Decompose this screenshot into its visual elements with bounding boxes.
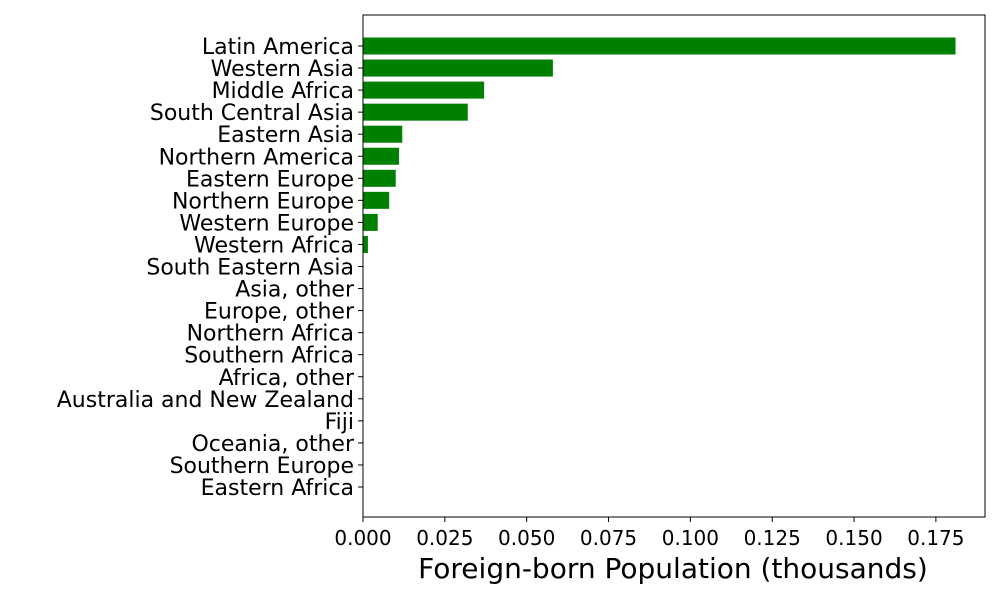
category-label: Eastern Europe — [186, 167, 354, 192]
category-label: Southern Europe — [170, 454, 354, 479]
category-label: Latin America — [202, 35, 354, 60]
bar — [363, 169, 396, 187]
category-label: Northern America — [159, 145, 354, 170]
category-label: Asia, other — [235, 278, 355, 303]
category-label: Eastern Asia — [217, 123, 354, 148]
category-label: Fiji — [325, 410, 354, 435]
x-tick-label: 0.000 — [334, 526, 391, 550]
x-tick-label: 0.150 — [825, 526, 882, 550]
bar — [363, 103, 468, 121]
x-tick-label: 0.075 — [580, 526, 637, 550]
bar — [363, 191, 390, 209]
category-label: Western Africa — [194, 233, 354, 258]
category-label: Western Asia — [211, 57, 354, 82]
bar — [363, 147, 400, 165]
bars-group — [363, 37, 956, 253]
category-label: Australia and New Zealand — [57, 388, 354, 413]
bar — [363, 59, 553, 77]
x-tick-label: 0.025 — [416, 526, 473, 550]
category-label: Africa, other — [219, 366, 355, 391]
bar — [363, 37, 956, 55]
category-label: Northern Africa — [187, 322, 354, 347]
x-tick-label: 0.125 — [744, 526, 801, 550]
bar — [363, 125, 403, 143]
category-label: Western Europe — [179, 211, 354, 236]
category-label: Middle Africa — [212, 79, 354, 104]
x-axis-title: Foreign-born Population (thousands) — [418, 552, 928, 585]
x-ticks: 0.000 0.025 0.050 0.075 0.100 0.125 0.150 0.175 — [334, 517, 965, 550]
x-tick-label: 0.175 — [907, 526, 964, 550]
category-label: Eastern Africa — [201, 476, 354, 501]
category-label: South Central Asia — [150, 101, 354, 126]
plot-area — [363, 15, 985, 517]
category-label: Southern Africa — [184, 344, 354, 369]
category-label: Oceania, other — [191, 432, 355, 457]
x-tick-label: 0.050 — [498, 526, 555, 550]
category-label: Northern Europe — [172, 189, 354, 214]
bar — [363, 235, 368, 253]
category-label: Europe, other — [204, 300, 355, 325]
plot-frame — [362, 14, 986, 518]
category-label: South Eastern Asia — [146, 256, 354, 281]
bar — [363, 213, 378, 231]
bar — [363, 81, 485, 99]
x-tick-label: 0.100 — [662, 526, 719, 550]
